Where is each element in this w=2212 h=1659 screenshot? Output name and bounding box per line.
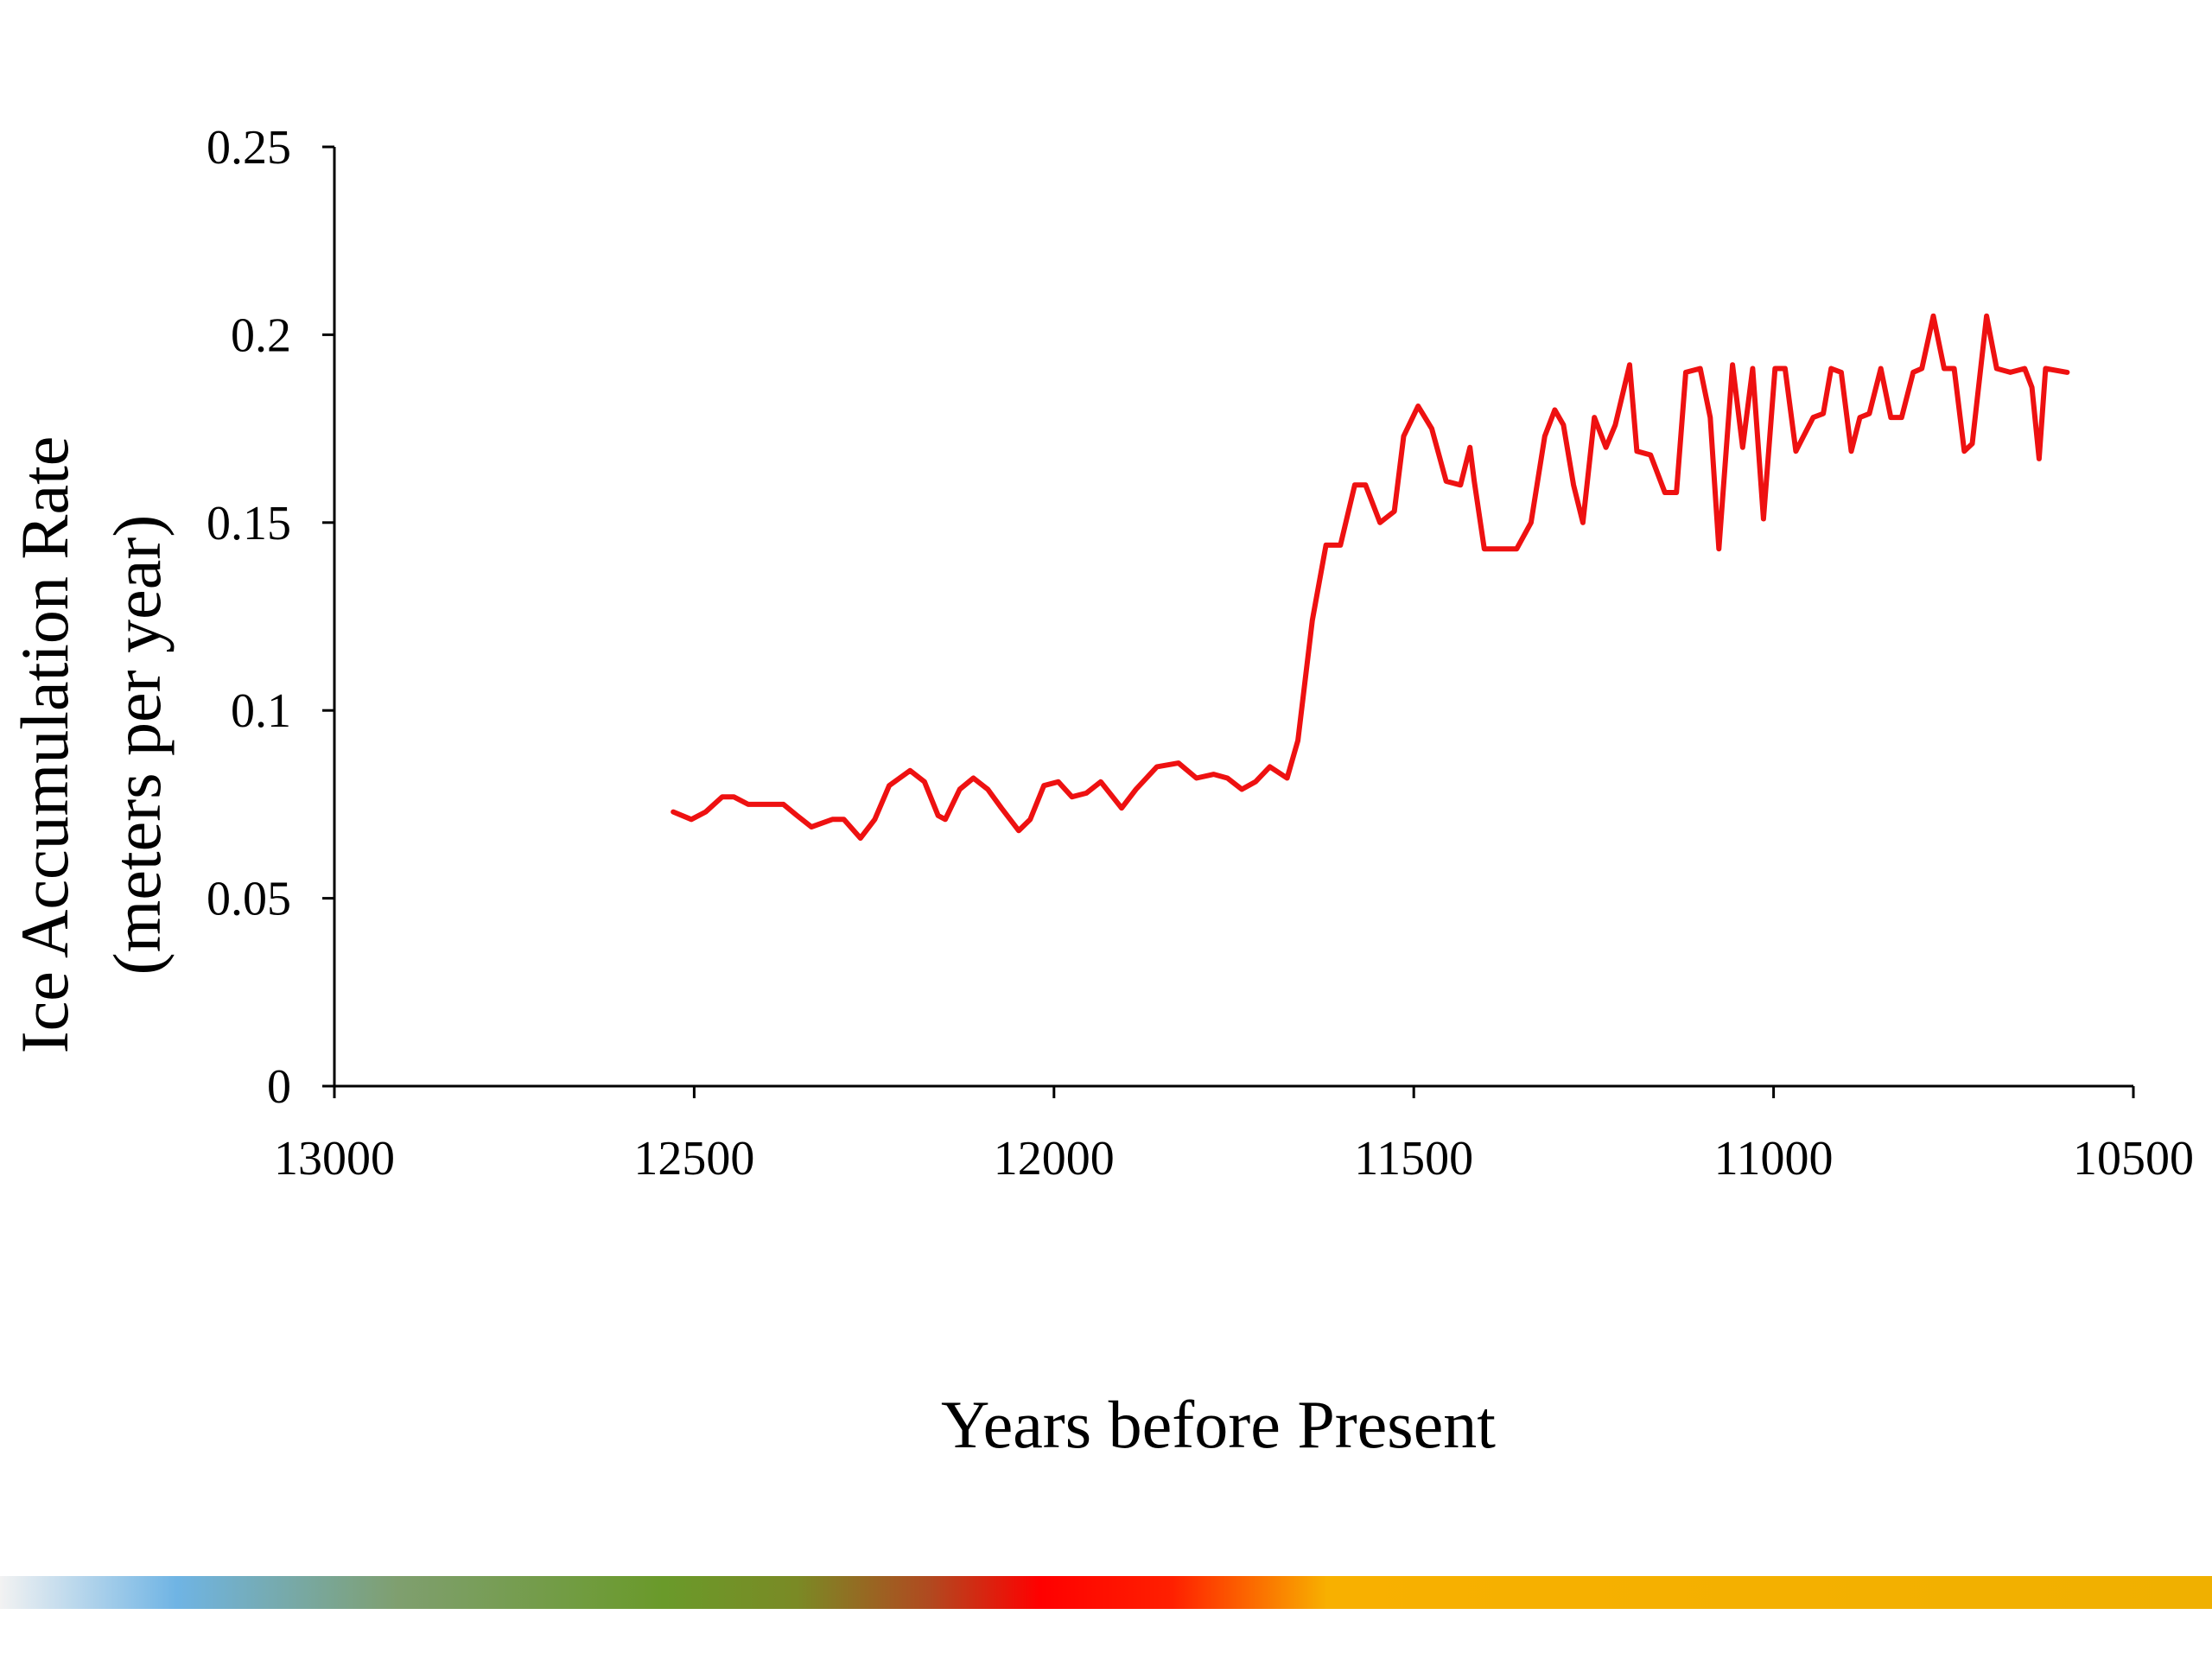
- y-tick-label: 0.05: [207, 873, 291, 926]
- y-tick-label: 0.1: [231, 684, 291, 738]
- y-tick-label: 0.2: [231, 308, 291, 362]
- axes: [333, 147, 2133, 1088]
- y-tick-label: 0.15: [207, 497, 291, 550]
- x-tick-label: 12500: [633, 1132, 754, 1185]
- y-axis-title: Ice Accumulation Rate: [7, 436, 82, 1054]
- decor-band: [0, 1576, 2212, 1609]
- x-tick-label: 10500: [2073, 1132, 2194, 1185]
- y-axis-title: (meters per year): [99, 515, 175, 976]
- data-line: [671, 313, 2070, 841]
- x-tick-label: 11000: [1714, 1132, 1834, 1185]
- x-tick-label: 11500: [1354, 1132, 1473, 1185]
- y-tick-label: 0.25: [207, 121, 291, 175]
- x-tick-label: 13000: [274, 1132, 395, 1185]
- x-axis-title: Years before Present: [941, 1387, 1496, 1462]
- x-tick-label: 12000: [994, 1132, 1115, 1185]
- y-tick-label: 0: [267, 1060, 291, 1114]
